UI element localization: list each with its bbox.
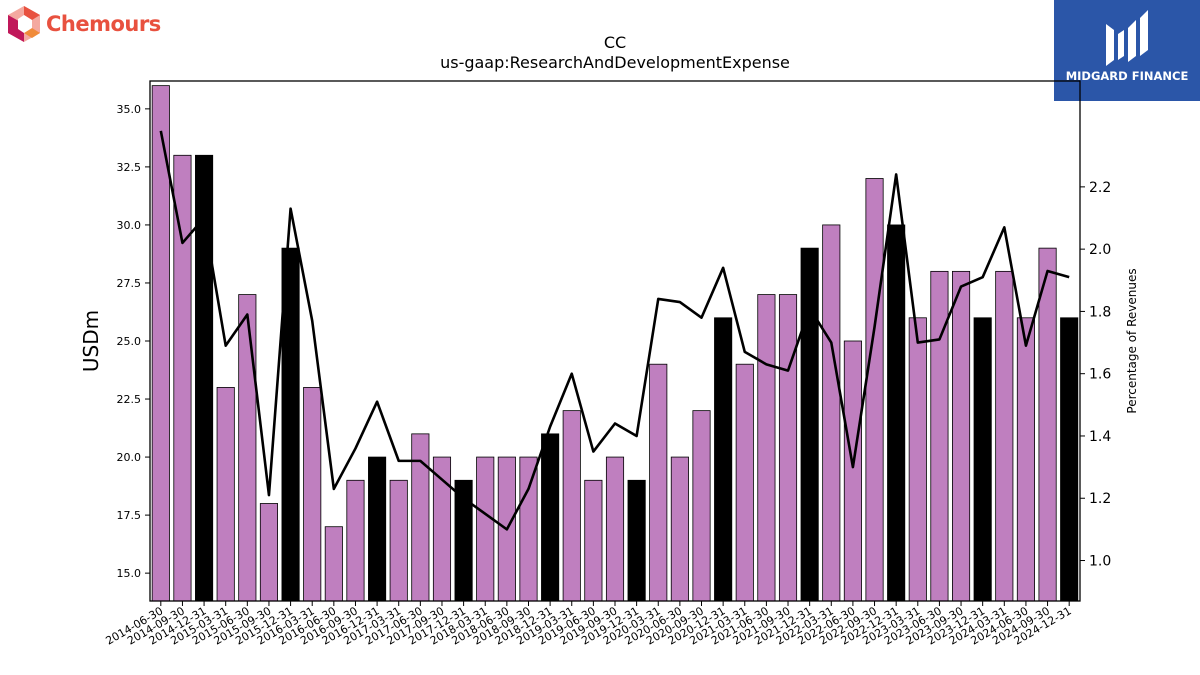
bar-2015-09-30 <box>259 503 278 602</box>
bar-2021-06-30 <box>757 294 776 602</box>
midgard-emblem-icon <box>1106 10 1148 66</box>
y2-tick-label: 2.2 <box>1089 180 1111 196</box>
percentage-line <box>159 130 1070 531</box>
bar-2014-09-30 <box>173 154 192 602</box>
bar-2021-03-31 <box>735 363 754 602</box>
y2-tick-label: 2.0 <box>1089 242 1111 258</box>
y-tick-label: 20.0 <box>117 451 142 464</box>
chart-title: CC <box>604 33 626 52</box>
bar-2024-12-31 <box>1060 317 1079 602</box>
bar-2015-06-30 <box>238 294 257 602</box>
bar-2023-09-30 <box>952 270 971 602</box>
brand-trademark: ™ <box>147 20 153 27</box>
chemours-logo <box>8 6 40 42</box>
bar-2022-12-31 <box>887 224 906 602</box>
line-layer <box>159 130 1070 531</box>
axes-layer: 15.0 17.5 20.0 22.5 25.0 27.5 30.0 32.5 35.0 1.0 1… <box>103 80 1111 648</box>
y2-tick-label: 1.8 <box>1089 304 1111 320</box>
bar-2018-12-31 <box>541 433 560 602</box>
y2-axis-label: Percentage of Revenues <box>1125 268 1139 413</box>
bar-2022-09-30 <box>865 178 884 602</box>
logo-facet-top <box>24 6 40 20</box>
bar-2019-09-30 <box>605 456 625 602</box>
bar-2023-03-31 <box>908 317 927 602</box>
brand-name: Chemours <box>46 12 161 36</box>
logo-c-cutout <box>18 15 32 33</box>
y-tick-label: 17.5 <box>117 509 142 522</box>
bar-2024-09-30 <box>1038 247 1057 602</box>
bar-2024-03-31 <box>995 270 1014 602</box>
y-tick-label: 22.5 <box>117 393 142 406</box>
bar-2021-12-31 <box>800 247 819 602</box>
y-tick-label: 30.0 <box>117 219 142 232</box>
bar-2022-03-31 <box>822 224 841 602</box>
bar-2021-09-30 <box>778 294 798 602</box>
y-tick-label: 32.5 <box>117 161 142 174</box>
chart-subtitle: us-gaap:ResearchAndDevelopmentExpense <box>440 53 790 72</box>
y2-tick-label: 1.6 <box>1089 367 1111 383</box>
y-tick-label: 27.5 <box>117 277 142 290</box>
bar-2020-12-31 <box>714 317 733 602</box>
bar-2023-06-30 <box>930 270 949 602</box>
bar-2019-03-31 <box>562 410 581 602</box>
bar-2023-12-31 <box>973 317 992 602</box>
bar-2017-06-30 <box>411 433 430 602</box>
bar-2020-06-30 <box>670 456 689 602</box>
bar-2020-03-31 <box>649 363 668 602</box>
midgard-finance-logo: MIDGARD FINANCE <box>1054 0 1200 101</box>
y-axis-label: USDm <box>79 310 103 372</box>
y-tick-label: 15.0 <box>117 567 142 580</box>
bar-2024-06-30 <box>1016 317 1035 602</box>
y2-tick-label: 1.2 <box>1089 491 1111 507</box>
bars-layer <box>151 85 1079 602</box>
y2-tick-label: 1.0 <box>1089 554 1111 570</box>
bar-2020-09-30 <box>692 410 711 602</box>
bar-2016-12-31 <box>368 456 387 602</box>
y-tick-label: 35.0 <box>117 103 142 116</box>
bar-2018-03-31 <box>476 456 495 602</box>
bar-2022-06-30 <box>843 340 862 602</box>
bar-2016-09-30 <box>346 479 365 602</box>
bar-2015-03-31 <box>216 387 235 602</box>
bar-2018-09-30 <box>519 456 538 602</box>
bar-2016-06-30 <box>324 526 343 602</box>
bar-2019-06-30 <box>584 479 603 602</box>
y-tick-label: 25.0 <box>117 335 142 348</box>
bar-2019-12-31 <box>627 479 646 602</box>
midgard-finance-name: MIDGARD FINANCE <box>1065 69 1189 83</box>
y2-tick-label: 1.4 <box>1089 429 1111 445</box>
bar-2017-03-31 <box>389 479 408 602</box>
bar-2016-03-31 <box>303 387 322 602</box>
